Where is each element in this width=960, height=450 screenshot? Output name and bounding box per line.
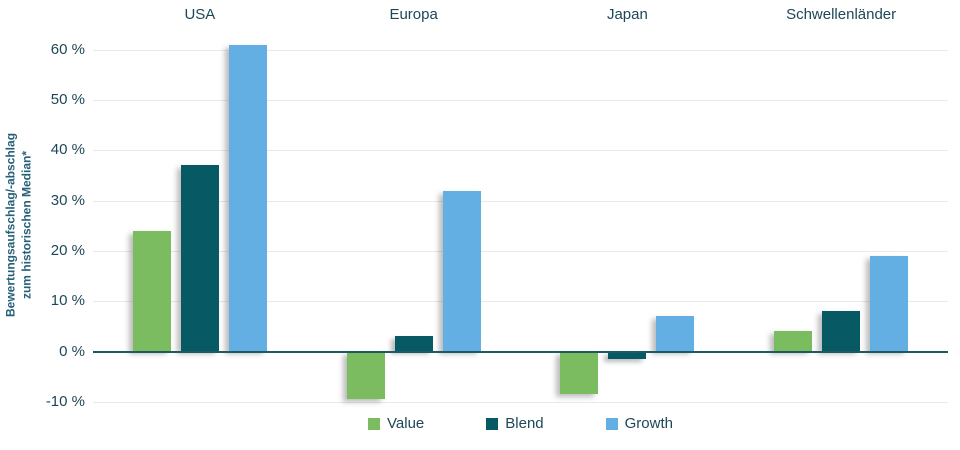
y-axis-title: Bewertungsaufschlag/-abschlag zum histor… xyxy=(3,133,34,317)
y-tick-40: 40 % xyxy=(50,141,85,159)
bar-growth-usa xyxy=(229,44,267,352)
y-tick-10: 10 % xyxy=(50,292,85,310)
legend-label-blend: Blend xyxy=(505,415,544,432)
bar-growth-europa xyxy=(443,190,481,352)
bar-value-usa xyxy=(133,230,171,352)
gridline-10 xyxy=(93,301,948,303)
y-tick-60: 60 % xyxy=(50,40,85,58)
bar-value-schwellenländer xyxy=(774,331,812,352)
category-label-usa: USA xyxy=(184,6,216,23)
category-label-japan: Japan xyxy=(606,6,648,23)
bar-blend-europa xyxy=(395,336,433,352)
legend-item-growth: Growth xyxy=(605,415,673,433)
y-tick-30: 30 % xyxy=(50,191,85,209)
legend-marker-value-icon xyxy=(368,418,380,430)
bar-value-europa xyxy=(347,351,385,400)
category-label-europa: Europa xyxy=(389,6,438,23)
gridline--10 xyxy=(93,401,948,403)
y-tick-0: 0 % xyxy=(59,342,85,360)
bar-growth-japan xyxy=(656,316,694,352)
bar-blend-japan xyxy=(608,351,646,360)
gridline-20 xyxy=(93,250,948,252)
bar-blend-schwellenländer xyxy=(822,311,860,352)
bar-growth-schwellenländer xyxy=(870,255,908,352)
gridline-60 xyxy=(93,49,948,51)
y-axis-title-line1: Bewertungsaufschlag/-abschlag xyxy=(3,132,18,318)
y-tick-20: 20 % xyxy=(50,241,85,259)
y-tick--10: -10 % xyxy=(45,392,85,410)
legend-label-value: Value xyxy=(387,415,425,432)
legend-marker-growth-icon xyxy=(605,418,618,430)
legend-item-blend: Blend xyxy=(486,415,544,433)
y-tick-50: 50 % xyxy=(50,91,85,108)
gridline-30 xyxy=(93,200,948,202)
legend: Value Blend Growth xyxy=(93,413,948,435)
gridline-40 xyxy=(93,150,948,152)
legend-label-growth: Growth xyxy=(624,415,673,432)
legend-item-value: Value xyxy=(368,415,424,433)
bar-blend-usa xyxy=(181,165,219,352)
bar-value-japan xyxy=(560,351,598,395)
y-axis-title-line2: zum historischen Median* xyxy=(19,150,33,300)
gridline-50 xyxy=(93,100,948,101)
legend-marker-blend-icon xyxy=(486,418,499,430)
category-label-schwellenländer: Schwellenländer xyxy=(786,6,897,23)
zero-baseline xyxy=(93,350,948,353)
